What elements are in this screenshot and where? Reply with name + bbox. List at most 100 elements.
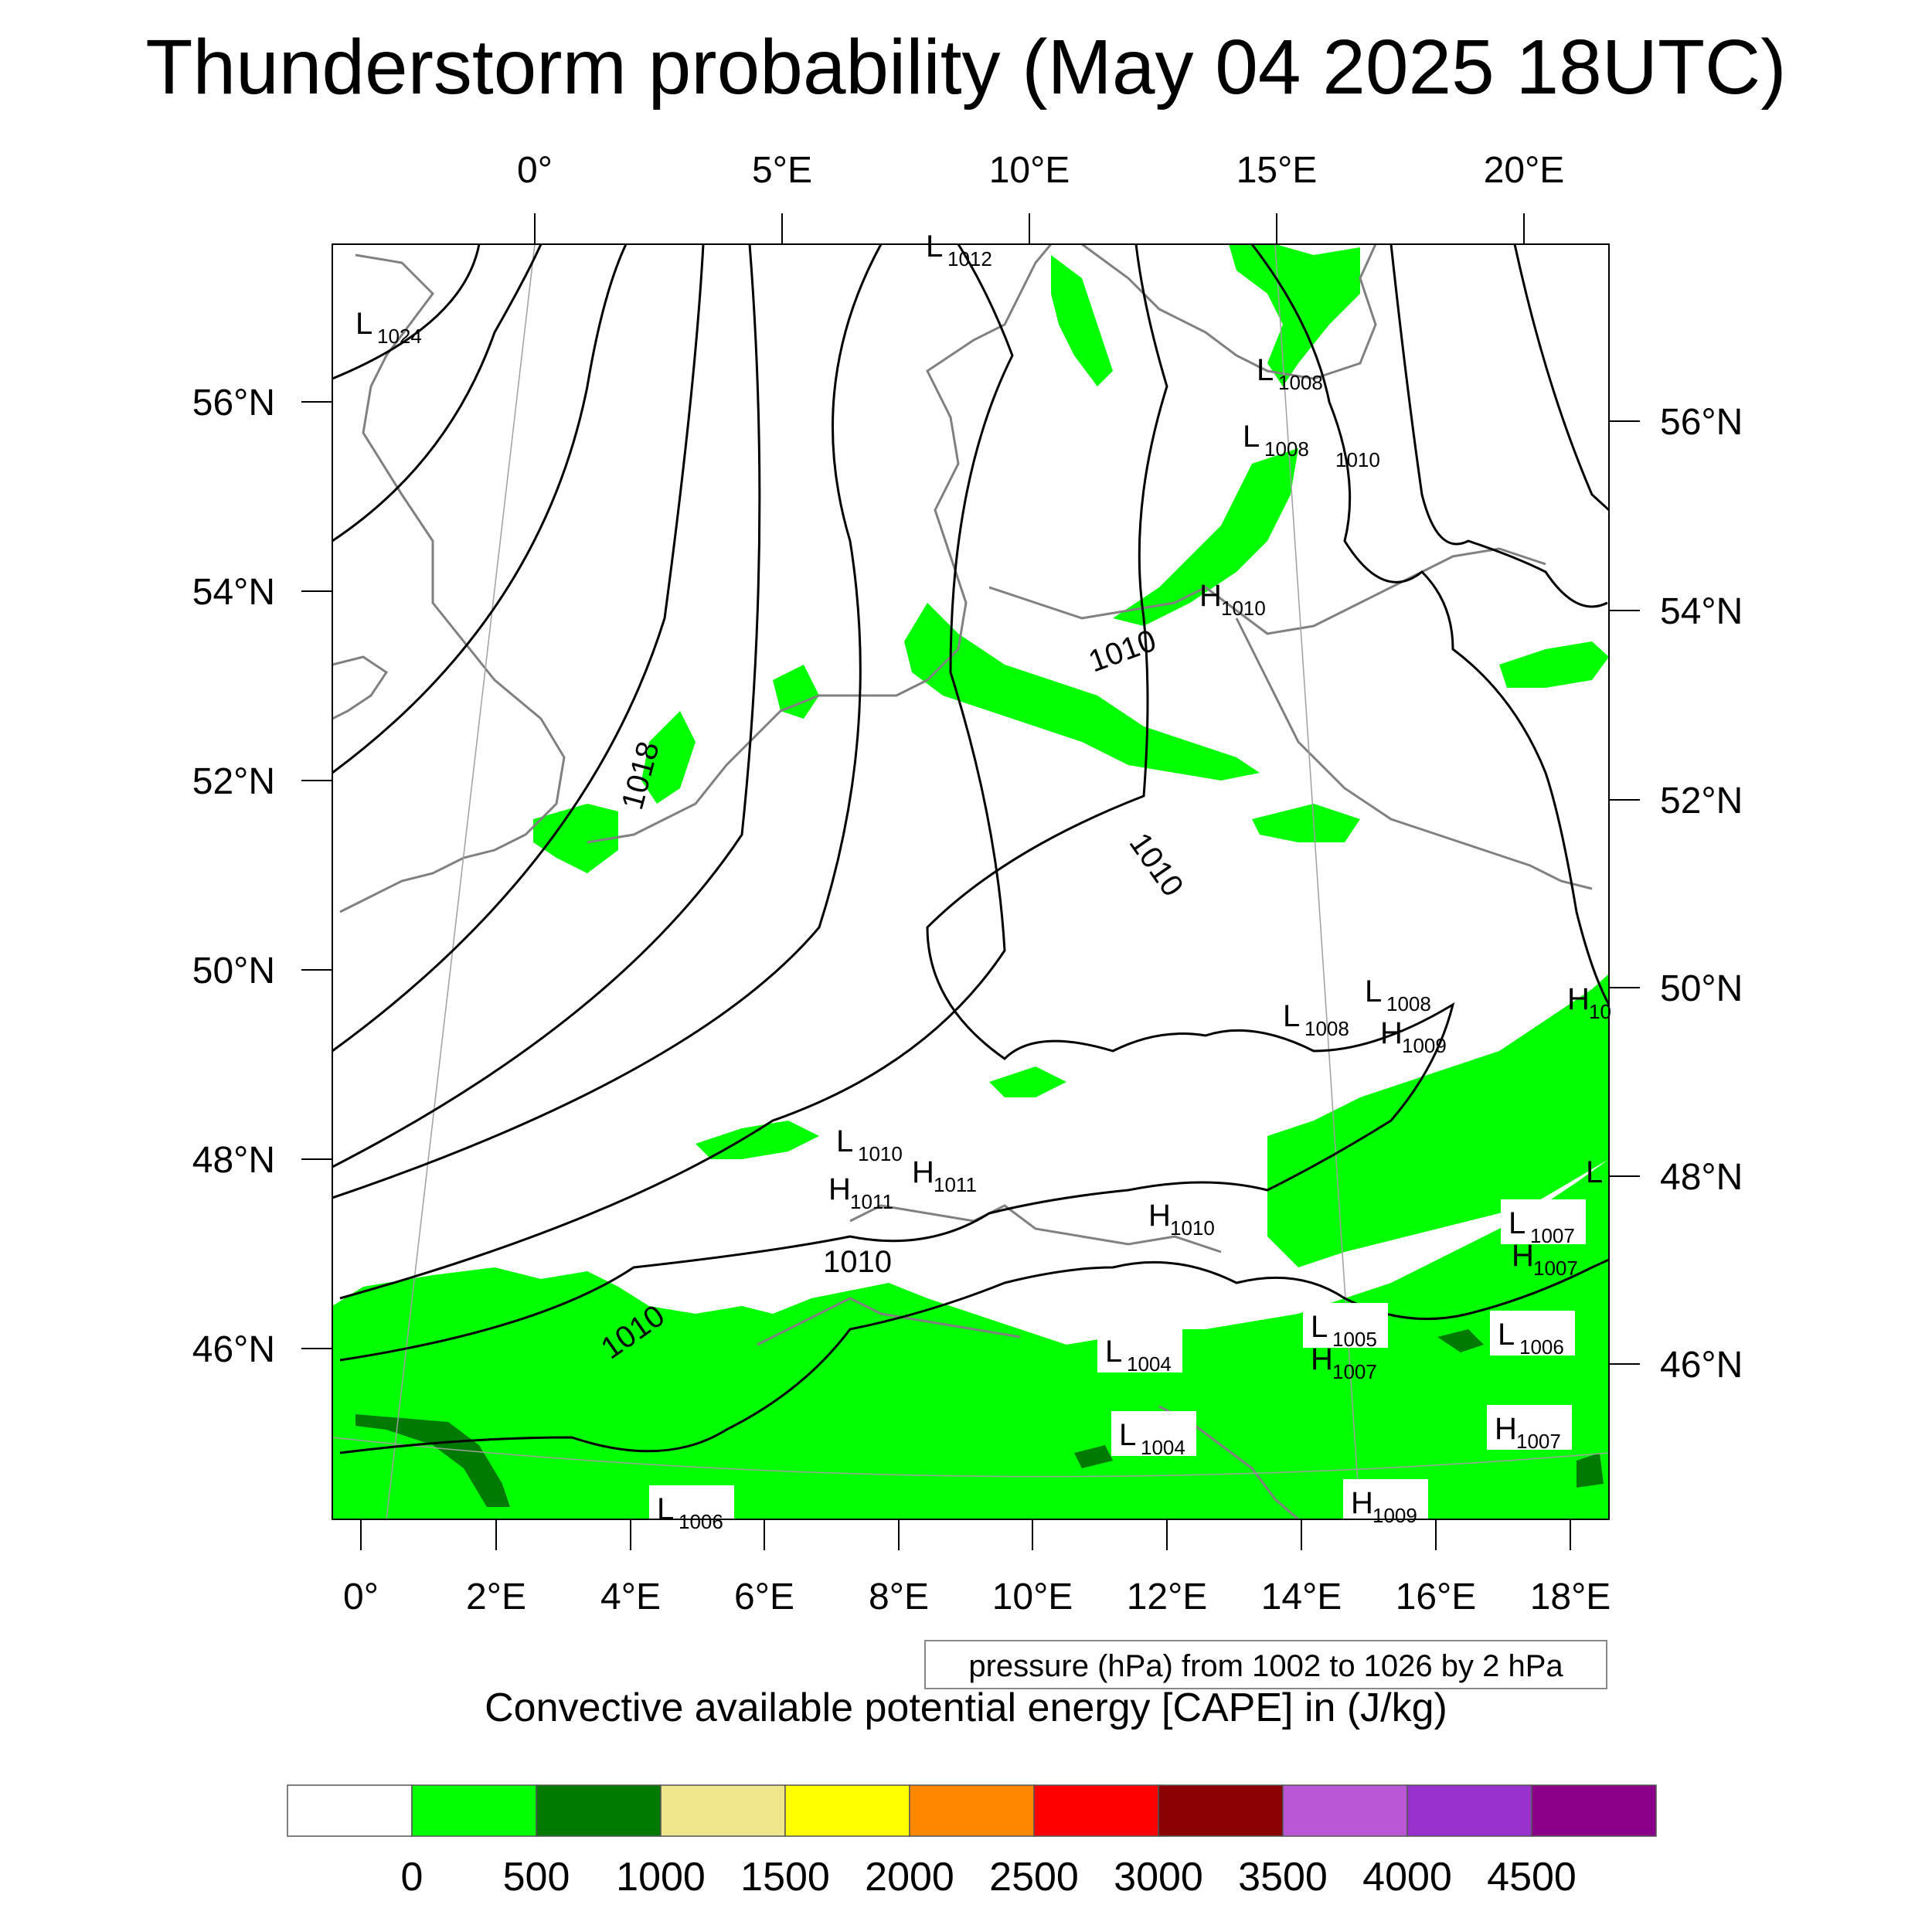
lat-label-left: 56°N: [192, 383, 275, 423]
isobar-10: [1250, 244, 1609, 1005]
pressure-center-value: 1009: [1402, 1034, 1447, 1057]
pressure-center-value: 1010: [1335, 448, 1380, 471]
pressure-center-type: L: [836, 1124, 853, 1158]
pressure-center-value: 1007: [1530, 1224, 1575, 1247]
lon-label-bottom: 2°E: [466, 1577, 526, 1617]
pressure-center-box: [1303, 1303, 1388, 1348]
cape-region-czech: [1329, 1121, 1422, 1167]
cape-region-poland-s: [1252, 804, 1360, 842]
pressure-center-value: 1010: [858, 1142, 903, 1165]
isobar-4: [332, 244, 705, 1053]
colorbar-label: 3500: [1238, 1855, 1328, 1900]
pressure-center-type: L: [355, 307, 372, 341]
colorbar-swatch: [909, 1784, 1035, 1837]
lat-label-right: 46°N: [1660, 1345, 1743, 1386]
pressure-center-box: [1501, 1199, 1586, 1244]
lat-label-left: 50°N: [192, 951, 275, 992]
pressure-center-value: 1007: [1332, 1360, 1377, 1383]
pressure-center-box: [1111, 1411, 1196, 1456]
pressure-center-value: 1008: [1264, 437, 1309, 461]
cape-region-sweden: [1229, 244, 1360, 386]
pressure-center-value: 1011: [934, 1173, 977, 1196]
cape-region-central: [989, 1066, 1066, 1097]
lon-label-top: 5°E: [752, 150, 812, 191]
pressure-center-type: L: [1586, 1155, 1603, 1189]
pressure-center-value: 1008: [1386, 992, 1431, 1015]
isobar-7: [339, 244, 1014, 1300]
pressure-center-value: 1010: [1221, 597, 1266, 620]
colorbar-swatch: [1406, 1784, 1532, 1837]
lon-label-bottom: 10°E: [992, 1577, 1073, 1617]
lat-label-right: 50°N: [1660, 968, 1743, 1009]
cape-region-kattegat: [1051, 255, 1113, 386]
pressure-center-type: H: [1311, 1342, 1333, 1376]
pressure-center-type: L: [1257, 353, 1274, 387]
coast-uk-wales: [332, 655, 389, 720]
cape-region-dkgreen-2: [1074, 1445, 1113, 1468]
lat-label-left: 54°N: [192, 572, 275, 613]
pressure-center-type: L: [1105, 1335, 1122, 1369]
colorbar-label: 2000: [865, 1855, 954, 1900]
lon-label-top: 20°E: [1484, 150, 1565, 191]
plot-frame: [332, 243, 1610, 1520]
pressure-center-value: 1012: [947, 247, 992, 270]
isobar-3: [332, 244, 628, 774]
pressure-center-value: 1010: [1170, 1216, 1215, 1240]
colorbar-title: Convective available potential energy [C…: [485, 1685, 1447, 1730]
pressure-center-value: 1006: [679, 1510, 723, 1533]
pressure-center-value: 1008: [1278, 371, 1323, 394]
pressure-center-type: L: [1498, 1318, 1515, 1352]
colorbar-swatch: [1282, 1784, 1408, 1837]
pressure-center-value: 1005: [1332, 1328, 1377, 1351]
isobar-9: [339, 1258, 1609, 1454]
colorbar-swatch: [1033, 1784, 1159, 1837]
pressure-center-box: [1343, 1479, 1428, 1524]
pressure-center-type: H: [1199, 579, 1222, 613]
lon-label-top: 0°: [517, 150, 553, 191]
colorbar-swatch: [1158, 1784, 1284, 1837]
isobar-12: [1513, 244, 1609, 512]
colorbar-swatch: [411, 1784, 537, 1837]
lon-label-bottom: 8°E: [869, 1577, 929, 1617]
colorbar-swatch: [1531, 1784, 1657, 1837]
lon-label-bottom: 12°E: [1127, 1577, 1208, 1617]
cape-region-alps-n: [696, 1121, 819, 1159]
cape-region-dkgreen-3: [1437, 1329, 1484, 1352]
cape-region-baltic: [1113, 448, 1298, 626]
axis-ticks: [301, 213, 1640, 1550]
border-alps: [757, 1297, 1021, 1346]
pressure-center-value: 1004: [1141, 1436, 1185, 1459]
isobar-1: [332, 244, 481, 380]
cape-region-dkgreen-1: [355, 1414, 510, 1507]
coastlines: [332, 244, 1593, 1519]
isobar-2: [332, 244, 543, 543]
lat-label-left: 46°N: [192, 1329, 275, 1370]
pressure-center-value: 1024: [377, 325, 422, 348]
pressure-center-type: L: [1365, 975, 1382, 1009]
pressure-center-box: [1097, 1328, 1182, 1372]
cape-region-east: [1499, 641, 1609, 688]
pressure-center-value: 1009: [1372, 1504, 1417, 1527]
pressure-center-type: H: [1495, 1412, 1517, 1446]
pressure-center-value: 1008: [1304, 1017, 1349, 1040]
colorbar-label: 1000: [616, 1855, 706, 1900]
pressure-center-type: L: [1119, 1418, 1136, 1452]
colorbar-label: 2500: [989, 1855, 1079, 1900]
colorbar: 0 500 1000 1500 2000 2500 3000 3500 4000 4500: [287, 1784, 1657, 1900]
pressure-center-value: 1004: [1127, 1352, 1172, 1376]
cape-shading: [332, 244, 1609, 1519]
isobars: [332, 244, 1609, 1454]
isobar-5: [332, 244, 761, 1168]
colorbar-label: 3000: [1114, 1855, 1203, 1900]
pressure-center-value: 1011: [850, 1190, 893, 1213]
pressure-center-type: L: [1243, 420, 1260, 454]
pressure-center-type: H: [1380, 1016, 1403, 1050]
lat-label-right: 56°N: [1660, 402, 1743, 443]
meridian-0: [386, 244, 536, 1519]
contour-label-1010-a: 1010: [1084, 624, 1161, 679]
lon-label-bottom: 6°E: [734, 1577, 794, 1617]
isobar-11: [1389, 244, 1608, 608]
lon-label-top: 15°E: [1236, 150, 1318, 191]
